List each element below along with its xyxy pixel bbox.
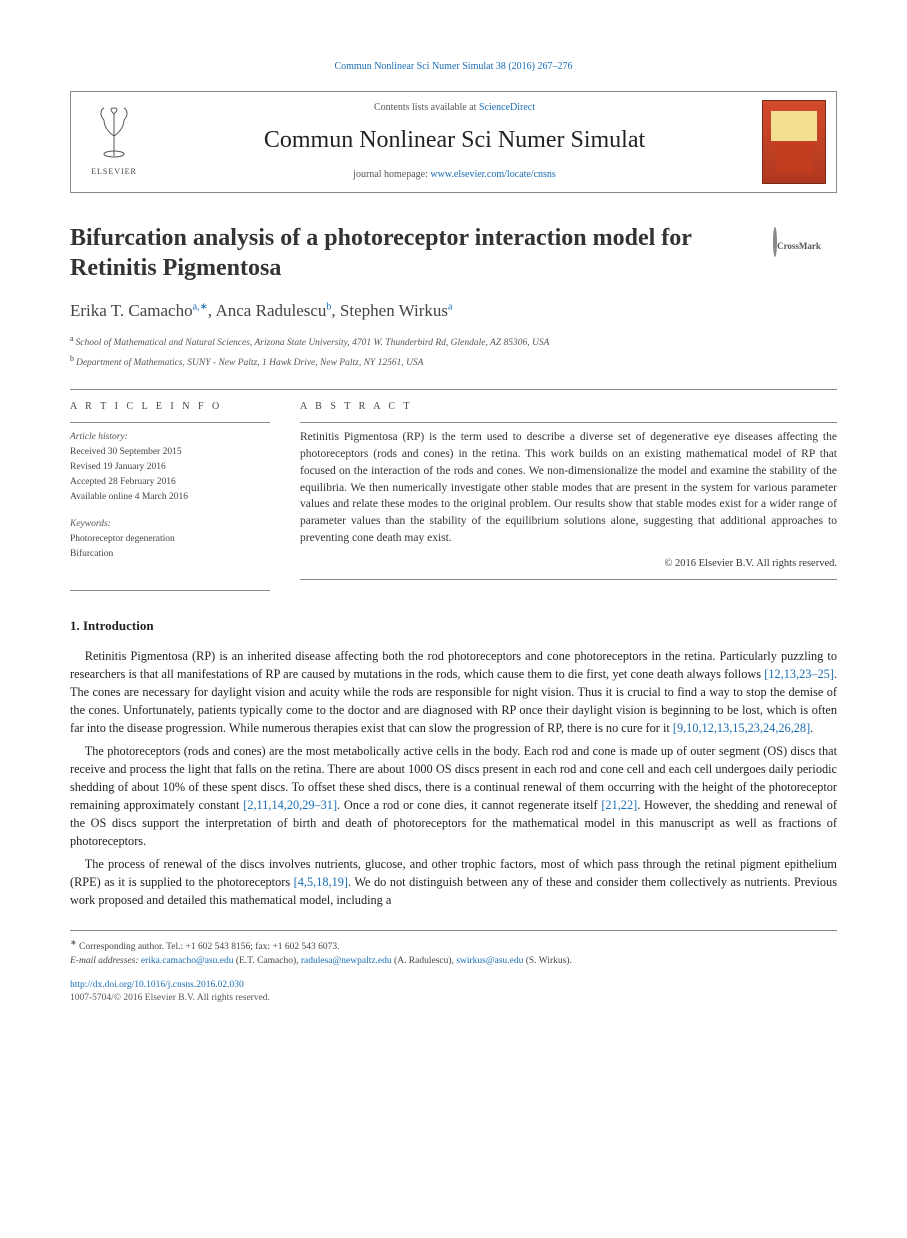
sciencedirect-link[interactable]: ScienceDirect xyxy=(479,102,535,113)
affiliation-b-text: Department of Mathematics, SUNY - New Pa… xyxy=(76,358,424,368)
email-2[interactable]: radulesa@newpaltz.edu xyxy=(301,956,392,966)
revised-date: Revised 19 January 2016 xyxy=(70,461,270,475)
article-info: A R T I C L E I N F O Article history: R… xyxy=(70,400,270,580)
title-text: Bifurcation analysis of a photoreceptor … xyxy=(70,225,692,281)
accepted-date: Accepted 28 February 2016 xyxy=(70,476,270,490)
history-head: Article history: xyxy=(70,431,270,445)
journal-header: ELSEVIER Contents lists available at Sci… xyxy=(70,91,837,193)
email-2-name: (A. Radulescu), xyxy=(394,956,456,966)
keywords-head: Keywords: xyxy=(70,518,270,532)
email-1[interactable]: erika.camacho@asu.edu xyxy=(141,956,234,966)
footnotes: ∗ Corresponding author. Tel.: +1 602 543… xyxy=(70,930,837,969)
abstract-head: A B S T R A C T xyxy=(300,400,837,415)
corr-text: Corresponding author. Tel.: +1 602 543 8… xyxy=(79,942,340,952)
contents-line: Contents lists available at ScienceDirec… xyxy=(159,101,750,116)
abstract-text: Retinitis Pigmentosa (RP) is the term us… xyxy=(300,429,837,546)
keyword-2: Bifurcation xyxy=(70,548,270,562)
author-3-aff: a xyxy=(448,301,452,312)
citation[interactable]: [21,22] xyxy=(601,798,637,812)
article-title: Bifurcation analysis of a photoreceptor … xyxy=(70,223,837,283)
crossmark-label: CrossMark xyxy=(777,241,821,251)
author-1: Erika T. Camacho xyxy=(70,301,193,320)
crossmark-icon xyxy=(773,227,777,257)
corresponding-author: ∗ Corresponding author. Tel.: +1 602 543… xyxy=(70,937,837,955)
divider xyxy=(300,579,837,580)
author-1-aff: a, xyxy=(193,301,200,312)
journal-name: Commun Nonlinear Sci Numer Simulat xyxy=(159,123,750,158)
tree-icon xyxy=(90,106,138,166)
divider xyxy=(70,389,837,390)
journal-cover-thumbnail xyxy=(762,100,826,184)
elsevier-logo: ELSEVIER xyxy=(81,104,147,180)
intro-para-1: Retinitis Pigmentosa (RP) is an inherite… xyxy=(70,648,837,737)
doi-line: http://dx.doi.org/10.1016/j.cnsns.2016.0… xyxy=(70,979,837,993)
sep: , xyxy=(331,301,340,320)
p2b: . Once a rod or cone dies, it cannot reg… xyxy=(337,798,601,812)
divider xyxy=(70,590,270,591)
email-3[interactable]: swirkus@asu.edu xyxy=(456,956,523,966)
email-3-name: (S. Wirkus). xyxy=(526,956,572,966)
header-center: Contents lists available at ScienceDirec… xyxy=(159,101,750,183)
p1d: . xyxy=(810,721,813,735)
author-list: Erika T. Camachoa,∗, Anca Radulescub, St… xyxy=(70,299,837,324)
p1a: Retinitis Pigmentosa (RP) is an inherite… xyxy=(70,649,837,681)
bottom-copyright: 1007-5704/© 2016 Elsevier B.V. All right… xyxy=(70,992,837,1006)
homepage-prefix: journal homepage: xyxy=(353,169,430,180)
divider xyxy=(300,422,837,423)
journal-ref-link[interactable]: Commun Nonlinear Sci Numer Simulat 38 (2… xyxy=(334,61,572,72)
affiliation-a: aSchool of Mathematical and Natural Scie… xyxy=(70,333,837,351)
online-date: Available online 4 March 2016 xyxy=(70,491,270,505)
author-2: Anca Radulescu xyxy=(215,301,326,320)
elsevier-wordmark: ELSEVIER xyxy=(91,166,137,178)
received-date: Received 30 September 2015 xyxy=(70,446,270,460)
homepage-link[interactable]: www.elsevier.com/locate/cnsns xyxy=(430,169,555,180)
keyword-1: Photoreceptor degeneration xyxy=(70,533,270,547)
citation[interactable]: [9,10,12,13,15,23,24,26,28] xyxy=(673,721,810,735)
email-addresses: E-mail addresses: erika.camacho@asu.edu … xyxy=(70,955,837,969)
doi-link[interactable]: http://dx.doi.org/10.1016/j.cnsns.2016.0… xyxy=(70,980,244,990)
citation[interactable]: [12,13,23–25] xyxy=(764,667,834,681)
contents-prefix: Contents lists available at xyxy=(374,102,479,113)
affiliation-a-text: School of Mathematical and Natural Scien… xyxy=(76,338,550,348)
divider xyxy=(70,422,270,423)
citation[interactable]: [2,11,14,20,29–31] xyxy=(243,798,337,812)
citation[interactable]: [4,5,18,19] xyxy=(294,875,348,889)
email-label: E-mail addresses: xyxy=(70,956,139,966)
section-1-head: 1. Introduction xyxy=(70,617,837,636)
intro-para-2: The photoreceptors (rods and cones) are … xyxy=(70,743,837,850)
intro-para-3: The process of renewal of the discs invo… xyxy=(70,856,837,909)
article-info-head: A R T I C L E I N F O xyxy=(70,400,270,415)
abstract-copyright: © 2016 Elsevier B.V. All rights reserved… xyxy=(300,556,837,571)
author-1-corr: ∗ xyxy=(200,301,208,312)
homepage-line: journal homepage: www.elsevier.com/locat… xyxy=(159,168,750,183)
journal-reference: Commun Nonlinear Sci Numer Simulat 38 (2… xyxy=(70,60,837,75)
crossmark-badge[interactable]: CrossMark xyxy=(757,227,837,257)
info-abstract-row: A R T I C L E I N F O Article history: R… xyxy=(70,400,837,580)
email-1-name: (E.T. Camacho), xyxy=(236,956,301,966)
author-3: Stephen Wirkus xyxy=(340,301,448,320)
abstract-block: A B S T R A C T Retinitis Pigmentosa (RP… xyxy=(300,400,837,580)
affiliation-b: bDepartment of Mathematics, SUNY - New P… xyxy=(70,353,837,371)
